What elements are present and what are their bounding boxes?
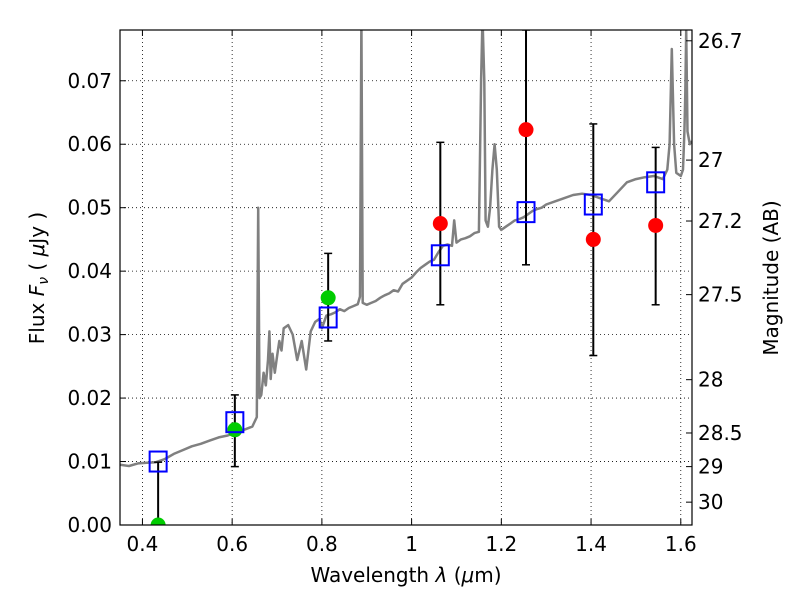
model-photometry-square bbox=[318, 306, 338, 329]
y-tick-label: 0.00 bbox=[67, 513, 112, 537]
observed-flux-point bbox=[648, 217, 664, 233]
x-tick-label: 1.2 bbox=[485, 532, 517, 556]
observed-flux-point bbox=[150, 517, 166, 525]
x-axis-label: Wavelength λ (μm) bbox=[310, 563, 501, 587]
y-tick-label: 0.02 bbox=[67, 386, 112, 410]
y2-tick-label: 27 bbox=[698, 148, 723, 172]
model-photometry-square bbox=[225, 411, 245, 434]
y-tick-label: 0.03 bbox=[67, 323, 112, 347]
observed-flux-point bbox=[227, 422, 243, 438]
y-axis-label-text: Flux bbox=[25, 302, 49, 344]
x-tick-label: 1 bbox=[405, 532, 418, 556]
x-tick-label: 0.6 bbox=[216, 532, 248, 556]
observed-points-layer bbox=[150, 122, 664, 525]
plot-frame bbox=[119, 29, 693, 526]
x-axis-label-unit-open: ( bbox=[454, 563, 462, 587]
y2-tick-label: 28.5 bbox=[698, 421, 743, 445]
x-axis-label-unit-close: m) bbox=[474, 563, 501, 587]
y2-tick-label: 27.5 bbox=[698, 283, 743, 307]
model-photometry-square bbox=[516, 201, 536, 224]
model-spectrum-layer bbox=[120, 30, 692, 468]
y2-tick-label: 28 bbox=[698, 368, 723, 392]
y2-tick-label: 29 bbox=[698, 455, 723, 479]
observed-flux-point bbox=[585, 231, 601, 247]
y-axis-label-unit-open: ( bbox=[25, 263, 49, 271]
y2-tick-label: 26.7 bbox=[698, 29, 743, 53]
y-axis-label: Flux Fν ( μJy ) bbox=[25, 212, 52, 344]
x-axis-label-symbol: λ bbox=[434, 563, 447, 587]
model-photometry-square bbox=[583, 193, 603, 216]
grid-lines bbox=[120, 30, 692, 526]
x-axis-label-text: Wavelength bbox=[310, 563, 429, 587]
y-tick-label: 0.05 bbox=[67, 196, 112, 220]
model-spectrum-line bbox=[120, 30, 692, 468]
y2-tick-label: 27.2 bbox=[698, 209, 743, 233]
y-tick-label: 0.01 bbox=[67, 450, 112, 474]
y-tick-label: 0.06 bbox=[67, 132, 112, 156]
y-tick-label: 0.04 bbox=[67, 259, 112, 283]
axis-ticks: 0.4 0.6 0.8 1 1.2 1.4 1.6 0.00 0.01 0.02 0.03 0.04 0… bbox=[67, 29, 742, 556]
x-axis-label-mu: μ bbox=[461, 563, 475, 587]
y2-tick-label: 30 bbox=[698, 490, 723, 514]
y-axis-label-symbol: F bbox=[25, 284, 49, 296]
observed-flux-point bbox=[518, 122, 534, 138]
model-photometry-layer bbox=[148, 171, 666, 473]
x-tick-label: 1.6 bbox=[665, 532, 697, 556]
x-tick-label: 1.4 bbox=[575, 532, 607, 556]
y-tick-label: 0.07 bbox=[67, 69, 112, 93]
y-axis-label-mu: μ bbox=[25, 244, 49, 258]
y2-axis-label: Magnitude (AB) bbox=[759, 200, 783, 355]
observed-flux-point bbox=[320, 290, 336, 306]
observed-flux-point bbox=[432, 216, 448, 232]
model-photometry-square bbox=[430, 244, 450, 267]
model-photometry-square bbox=[148, 450, 168, 473]
y-axis-label-subscript: ν bbox=[36, 277, 52, 285]
model-photometry-square bbox=[646, 171, 666, 194]
x-tick-label: 0.8 bbox=[306, 532, 338, 556]
x-tick-label: 0.4 bbox=[127, 532, 159, 556]
error-bars-layer bbox=[154, 30, 660, 525]
y-axis-label-unit-close: Jy ) bbox=[25, 212, 49, 246]
